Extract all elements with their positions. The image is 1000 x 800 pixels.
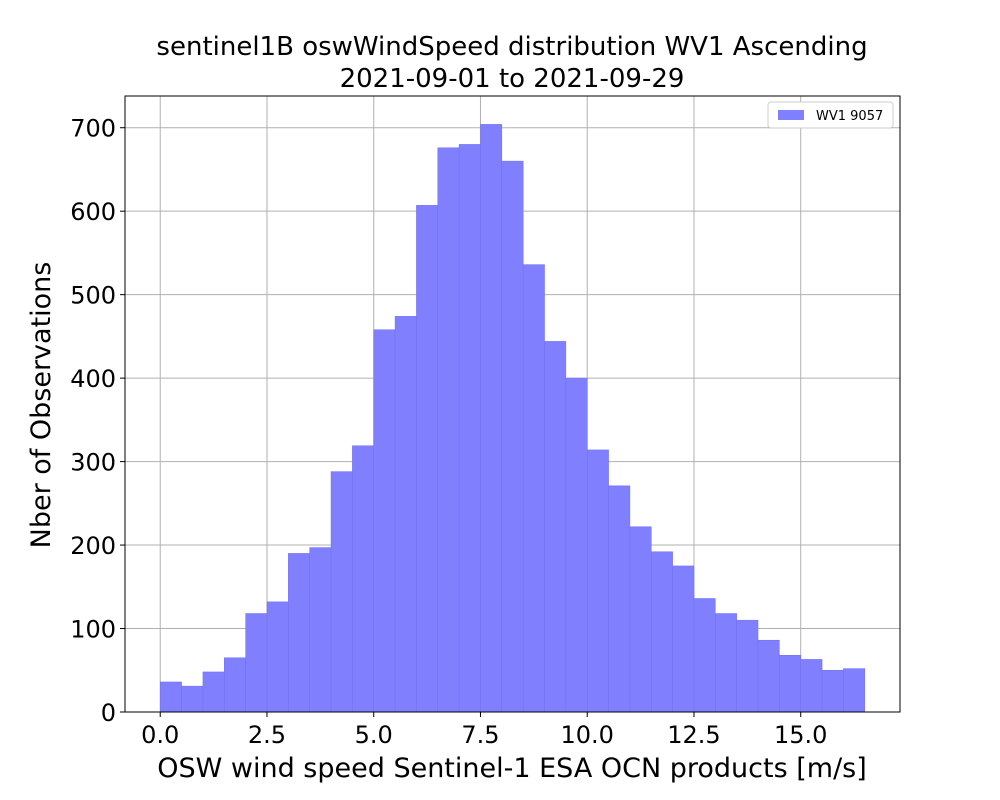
x-tick-label: 10.0 xyxy=(561,721,614,749)
histogram-bar xyxy=(159,681,182,713)
histogram-bar xyxy=(480,124,503,713)
histogram-bar xyxy=(458,144,481,713)
histogram-bar xyxy=(224,657,246,713)
y-tick-label: 200 xyxy=(70,532,116,560)
histogram-bar xyxy=(245,613,268,713)
histogram-bar xyxy=(821,670,844,713)
y-tick-label: 100 xyxy=(70,616,116,644)
plot-frame xyxy=(124,95,901,713)
histogram-bar xyxy=(651,551,673,713)
x-axis-label: OSW wind speed Sentinel-1 ESA OCN produc… xyxy=(157,753,867,784)
axis-ticks: 0.0 2.5 5.0 7.5 10.0 12.5 15.0 0 100 200 300 400 500… xyxy=(70,115,827,749)
histogram-bar xyxy=(181,685,204,713)
histogram-bar xyxy=(565,377,588,713)
histogram-bar xyxy=(373,329,396,713)
histogram-bar xyxy=(715,613,737,713)
chart-title: sentinel1B oswWindSpeed distribution WV1… xyxy=(156,32,867,62)
y-tick-label: 700 xyxy=(70,115,116,143)
histogram-bar xyxy=(288,553,310,713)
histogram-bar xyxy=(608,485,631,713)
x-tick-label: 5.0 xyxy=(355,721,393,749)
y-axis-label: Nber of Observations xyxy=(26,262,57,549)
histogram-bar xyxy=(416,205,439,713)
histogram-bar xyxy=(501,160,524,713)
histogram-bar xyxy=(522,264,545,713)
histogram-bar xyxy=(437,147,460,713)
legend: WV1 9057 xyxy=(767,101,894,129)
x-tick-label: 0.0 xyxy=(141,721,179,749)
histogram-bar xyxy=(672,565,695,713)
histogram-bar xyxy=(352,445,374,713)
histogram-bar xyxy=(693,598,716,713)
histogram-bar xyxy=(757,639,780,713)
histogram-bar xyxy=(309,547,332,713)
histogram-bar xyxy=(202,671,225,713)
histogram-bar xyxy=(586,449,609,713)
y-tick-label: 500 xyxy=(70,282,116,310)
x-tick-label: 2.5 xyxy=(248,721,286,749)
y-tick-label: 300 xyxy=(70,449,116,477)
legend-swatch xyxy=(778,110,804,120)
histogram-bar xyxy=(843,668,866,713)
histogram-bar xyxy=(394,316,417,713)
x-tick-label: 7.5 xyxy=(461,721,499,749)
legend-box xyxy=(767,101,894,129)
histogram-bar xyxy=(736,619,759,713)
histogram-bar xyxy=(544,341,567,713)
y-tick-label: 0 xyxy=(101,699,116,727)
y-tick-label: 400 xyxy=(70,365,116,393)
chart-subtitle: 2021-09-01 to 2021-09-29 xyxy=(340,64,685,94)
y-tick-label: 600 xyxy=(70,198,116,226)
x-tick-label: 12.5 xyxy=(667,721,720,749)
histogram-bar xyxy=(266,601,289,713)
histogram-bar xyxy=(779,654,801,713)
x-tick-label: 15.0 xyxy=(774,721,827,749)
histogram-bar xyxy=(629,526,652,713)
histogram-bar xyxy=(800,659,823,713)
bars xyxy=(159,124,866,713)
histogram-bar xyxy=(330,471,353,713)
legend-label: WV1 9057 xyxy=(816,109,883,124)
